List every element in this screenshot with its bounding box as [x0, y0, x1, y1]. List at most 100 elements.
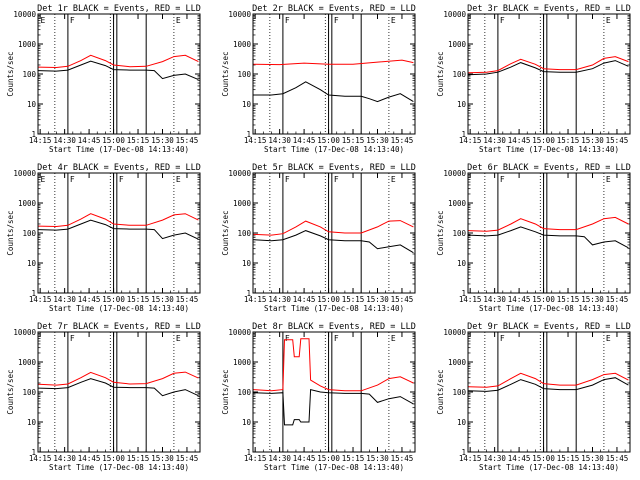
x-tick-label: 14:45 [78, 295, 101, 304]
chart-title: Det 9r BLACK = Events, RED = LLD [467, 322, 631, 332]
y-tick-label: 10000 [13, 10, 36, 19]
x-tick-label: 15:45 [391, 295, 414, 304]
y-tick-label: 10 [242, 259, 252, 268]
x-tick-label: 14:45 [508, 136, 531, 145]
events-series-line [468, 60, 629, 76]
y-tick-label: 1000 [18, 358, 37, 367]
segment-marker-label: F [285, 334, 290, 343]
y-axis-label: Counts/sec [6, 210, 15, 255]
segment-marker-label: E [176, 334, 181, 343]
x-tick-label: 15:30 [581, 454, 604, 463]
y-tick-label: 10000 [228, 328, 251, 337]
x-tick-label: 15:45 [176, 295, 199, 304]
chart-title: Det 7r BLACK = Events, RED = LLD [37, 322, 201, 332]
segment-marker-label: E [391, 16, 396, 25]
y-tick-label: 100 [452, 229, 466, 238]
y-tick-label: 10000 [228, 169, 251, 178]
y-tick-label: 10000 [228, 10, 251, 19]
x-tick-label: 15:15 [342, 136, 365, 145]
y-axis-label: Counts/sec [221, 369, 230, 414]
x-tick-label: 15:15 [342, 295, 365, 304]
x-tick-label: 15:30 [151, 136, 174, 145]
x-tick-label: 15:00 [532, 136, 555, 145]
x-tick-label: 15:00 [102, 136, 125, 145]
chart-panel: Det 1r BLACK = Events, RED = LLD F E E 1 10 10… [6, 4, 201, 154]
lld-series-line [253, 59, 414, 66]
y-tick-label: 10 [27, 100, 37, 109]
segment-marker-label: F [119, 175, 124, 184]
chart-title: Det 3r BLACK = Events, RED = LLD [467, 4, 631, 14]
segment-marker-label: E [606, 175, 611, 184]
y-tick-label: 100 [237, 229, 251, 238]
y-tick-label: 1 [461, 130, 466, 139]
x-tick-label: 14:45 [293, 136, 316, 145]
x-axis-label: Start Time (17-Dec-08 14:13:40) [264, 145, 404, 154]
y-tick-label: 10 [242, 100, 252, 109]
x-tick-label: 15:45 [391, 454, 414, 463]
events-series-line [253, 230, 414, 254]
y-axis-label: Counts/sec [221, 210, 230, 255]
y-tick-label: 1000 [448, 199, 467, 208]
y-tick-label: 100 [237, 70, 251, 79]
y-tick-label: 1 [246, 289, 251, 298]
x-tick-label: 14:30 [483, 454, 506, 463]
x-axis-label: Start Time (17-Dec-08 14:13:40) [49, 463, 189, 472]
x-axis-label: Start Time (17-Dec-08 14:13:40) [479, 145, 619, 154]
plot-frame [252, 13, 416, 135]
y-tick-label: 1 [246, 130, 251, 139]
chart-title: Det 6r BLACK = Events, RED = LLD [467, 163, 631, 173]
y-tick-label: 1000 [448, 358, 467, 367]
events-series-line [468, 226, 629, 249]
x-tick-label: 14:30 [268, 136, 291, 145]
segment-marker-label: F [70, 175, 75, 184]
x-tick-label: 15:15 [127, 136, 150, 145]
chart-title: Det 8r BLACK = Events, RED = LLD [252, 322, 416, 332]
plot-frame [252, 331, 416, 453]
y-tick-label: 100 [22, 70, 36, 79]
events-series-line [38, 60, 199, 81]
x-tick-label: 14:15 [244, 136, 267, 145]
chart-panel: Det 3r BLACK = Events, RED = LLD F E 1 10 100… [436, 4, 631, 154]
y-tick-label: 100 [22, 229, 36, 238]
plot-frame [37, 13, 201, 135]
x-tick-label: 14:15 [459, 136, 482, 145]
y-tick-label: 1000 [233, 40, 252, 49]
events-series-line [253, 81, 414, 103]
chart-panel: Det 8r BLACK = Events, RED = LLD F F E 1 10 10… [221, 322, 416, 472]
segment-marker-label: F [70, 16, 75, 25]
lld-series-line [253, 338, 414, 392]
chart-title: Det 4r BLACK = Events, RED = LLD [37, 163, 201, 173]
segment-marker-label: F [285, 175, 290, 184]
chart-panel: Det 9r BLACK = Events, RED = LLD F E 1 10 100… [436, 322, 631, 472]
x-tick-label: 15:15 [557, 295, 580, 304]
chart-title: Det 2r BLACK = Events, RED = LLD [252, 4, 416, 14]
segment-marker-label: E [176, 175, 181, 184]
segment-marker-label: E [41, 175, 46, 184]
x-tick-label: 15:30 [151, 295, 174, 304]
segment-marker-label: E [391, 334, 396, 343]
x-tick-label: 15:00 [532, 454, 555, 463]
x-tick-label: 14:30 [53, 136, 76, 145]
x-tick-label: 15:15 [557, 454, 580, 463]
x-tick-label: 15:00 [102, 454, 125, 463]
x-tick-label: 14:45 [78, 454, 101, 463]
y-tick-label: 10000 [13, 328, 36, 337]
chart-panel: Det 6r BLACK = Events, RED = LLD F E 1 10 100… [436, 163, 631, 313]
x-tick-label: 14:30 [53, 454, 76, 463]
x-tick-label: 14:45 [293, 454, 316, 463]
events-series-line [38, 378, 199, 397]
y-tick-label: 10 [457, 259, 467, 268]
y-tick-label: 1 [246, 448, 251, 457]
x-tick-label: 14:15 [459, 454, 482, 463]
chart-panel: Det 4r BLACK = Events, RED = LLD F F E E 1 10 1… [6, 163, 201, 313]
x-tick-label: 15:45 [606, 136, 629, 145]
x-tick-label: 15:45 [606, 295, 629, 304]
x-tick-label: 14:45 [293, 295, 316, 304]
segment-marker-label: F [500, 175, 505, 184]
y-tick-label: 100 [452, 388, 466, 397]
lld-series-line [468, 372, 629, 388]
lld-series-line [38, 213, 199, 228]
x-axis-label: Start Time (17-Dec-08 14:13:40) [264, 463, 404, 472]
segment-marker-label: F [334, 16, 339, 25]
